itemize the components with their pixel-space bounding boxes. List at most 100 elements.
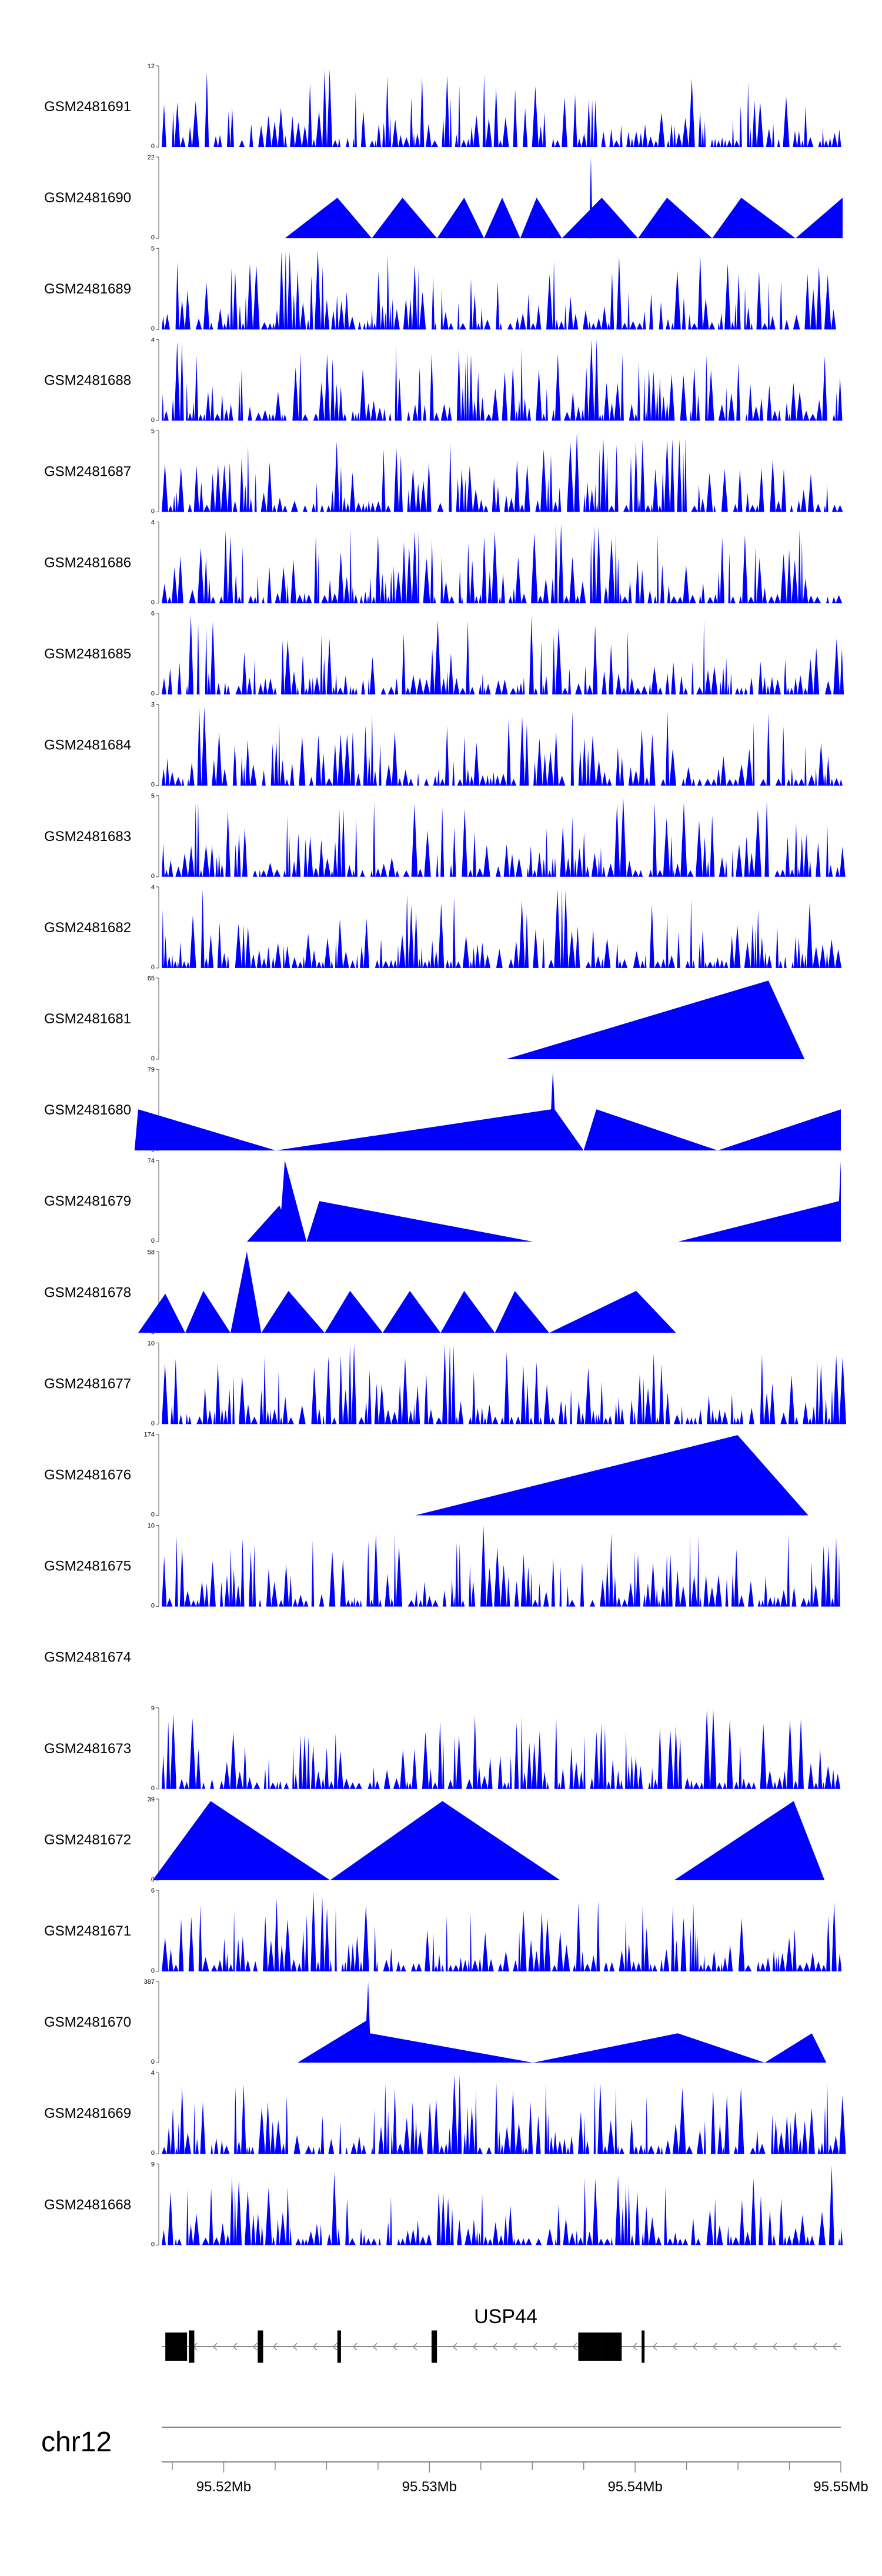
track-GSM2481690: GSM2481690 0 22 bbox=[44, 154, 843, 241]
track-label: GSM2481689 bbox=[44, 281, 131, 297]
y-tick-label: 0 bbox=[151, 2150, 155, 2157]
coverage-area bbox=[285, 198, 843, 239]
track-label: GSM2481690 bbox=[44, 190, 131, 206]
coverage-peak bbox=[589, 157, 593, 239]
y-tick-label: 0 bbox=[151, 1785, 155, 1792]
coverage-tracks: GSM2481691012GSM2481690022GSM248168905GS… bbox=[44, 63, 848, 2248]
y-tick-label: 9 bbox=[151, 2161, 155, 2168]
strand-arrow bbox=[812, 2343, 817, 2351]
track-GSM2481677: GSM2481677 0 10 bbox=[44, 1340, 848, 1427]
y-tick-label: 0 bbox=[151, 1237, 155, 1244]
strand-arrow bbox=[752, 2343, 757, 2351]
y-tick-label: 0 bbox=[151, 1420, 155, 1427]
coverage-area bbox=[162, 797, 846, 877]
y-tick-label: 0 bbox=[151, 1876, 155, 1883]
track-GSM2481683: GSM2481683 0 5 bbox=[44, 793, 846, 880]
coverage-area bbox=[506, 980, 805, 1059]
track-GSM2481674: GSM2481674 bbox=[44, 1650, 131, 1666]
y-tick-label: 22 bbox=[148, 154, 155, 161]
gene-model: USP44 bbox=[162, 2305, 841, 2363]
x-tick-label: 95.52Mb bbox=[196, 2479, 251, 2495]
exon bbox=[189, 2330, 195, 2363]
strand-arrow bbox=[792, 2343, 797, 2351]
y-tick-label: 5 bbox=[151, 793, 155, 800]
track-label: GSM2481679 bbox=[44, 1193, 131, 1209]
genomic-axis: 95.52Mb 95.53Mb 95.54Mb 95.55Mb bbox=[162, 2427, 868, 2495]
strand-arrow bbox=[772, 2343, 777, 2351]
exon bbox=[578, 2333, 602, 2361]
y-tick-label: 0 bbox=[151, 1055, 155, 1062]
y-tick-label: 10 bbox=[148, 1523, 155, 1530]
y-tick-label: 10 bbox=[148, 1340, 155, 1347]
track-GSM2481688: GSM2481688 0 4 bbox=[44, 336, 847, 423]
y-tick-label: 65 bbox=[148, 975, 155, 982]
coverage-area bbox=[162, 1709, 843, 1789]
coverage-area bbox=[162, 69, 847, 147]
y-tick-label: 0 bbox=[151, 599, 155, 606]
y-tick-label: 4 bbox=[151, 2070, 155, 2077]
track-GSM2481672: GSM2481672 0 39 bbox=[44, 1796, 825, 1883]
y-tick-label: 0 bbox=[151, 2241, 155, 2248]
strand-arrow bbox=[632, 2343, 637, 2351]
coverage-area bbox=[138, 1252, 790, 1333]
track-GSM2481673: GSM2481673 0 9 bbox=[44, 1705, 843, 1792]
y-tick-label: 4 bbox=[151, 884, 155, 891]
coverage-area bbox=[162, 614, 844, 695]
y-tick-label: 0 bbox=[151, 416, 155, 423]
y-tick-label: 74 bbox=[148, 1157, 155, 1164]
y-tick-label: 5 bbox=[151, 245, 155, 252]
coverage-area bbox=[162, 1891, 842, 1971]
strand-arrow bbox=[252, 2343, 258, 2351]
chromosome-label: chr12 bbox=[41, 2427, 112, 2458]
exon bbox=[165, 2333, 188, 2361]
track-label: GSM2481683 bbox=[44, 829, 131, 845]
y-tick-label: 12 bbox=[148, 63, 155, 70]
strand-arrow bbox=[392, 2343, 397, 2351]
strand-arrow bbox=[352, 2343, 358, 2351]
track-label: GSM2481680 bbox=[44, 1102, 131, 1118]
strand-arrow bbox=[292, 2343, 298, 2351]
y-tick-label: 0 bbox=[151, 1603, 155, 1610]
track-label: GSM2481688 bbox=[44, 372, 131, 388]
track-GSM2481679: GSM2481679 0 74 bbox=[44, 1157, 841, 1244]
exon bbox=[337, 2330, 341, 2363]
strand-arrow bbox=[732, 2343, 737, 2351]
strand-arrow bbox=[652, 2343, 657, 2351]
y-tick-label: 0 bbox=[151, 1967, 155, 1974]
track-GSM2481684: GSM2481684 0 3 bbox=[44, 702, 843, 789]
track-GSM2481682: GSM2481682 0 4 bbox=[44, 884, 842, 971]
coverage-area bbox=[152, 1801, 825, 1880]
y-tick-label: 9 bbox=[151, 1705, 155, 1712]
y-tick-label: 0 bbox=[151, 1511, 155, 1519]
track-GSM2481680: GSM2481680079 bbox=[44, 1066, 841, 1153]
coverage-area bbox=[162, 889, 842, 968]
y-tick-label: 79 bbox=[148, 1066, 155, 1073]
y-tick-label: 3 bbox=[151, 702, 155, 709]
coverage-area bbox=[162, 707, 843, 786]
track-GSM2481668: GSM2481668 0 9 bbox=[44, 2161, 843, 2248]
track-GSM2481681: GSM2481681 0 65 bbox=[44, 975, 805, 1062]
track-GSM2481689: GSM2481689 0 5 bbox=[44, 245, 842, 332]
y-tick-label: 0 bbox=[151, 325, 155, 332]
track-label: GSM2481669 bbox=[44, 2105, 131, 2121]
track-label: GSM2481674 bbox=[44, 1650, 131, 1666]
y-tick-label: 0 bbox=[151, 964, 155, 971]
track-GSM2481686: GSM2481686 0 4 bbox=[44, 519, 846, 606]
exon bbox=[431, 2330, 437, 2363]
coverage-area bbox=[246, 1160, 841, 1242]
strand-arrow bbox=[492, 2343, 497, 2351]
track-label: GSM2481676 bbox=[44, 1467, 131, 1483]
strand-arrow bbox=[712, 2343, 717, 2351]
track-label: GSM2481681 bbox=[44, 1011, 131, 1027]
coverage-area bbox=[162, 432, 843, 512]
y-tick-label: 0 bbox=[151, 2058, 155, 2066]
track-label: GSM2481691 bbox=[44, 99, 131, 115]
y-tick-label: 5 bbox=[151, 428, 155, 435]
coverage-area bbox=[134, 1070, 841, 1151]
track-GSM2481671: GSM2481671 0 6 bbox=[44, 1887, 842, 1974]
track-label: GSM2481682 bbox=[44, 920, 131, 936]
x-tick-label: 95.55Mb bbox=[813, 2479, 868, 2495]
track-label: GSM2481687 bbox=[44, 463, 131, 479]
strand-arrow bbox=[512, 2343, 517, 2351]
strand-arrow bbox=[672, 2343, 677, 2351]
